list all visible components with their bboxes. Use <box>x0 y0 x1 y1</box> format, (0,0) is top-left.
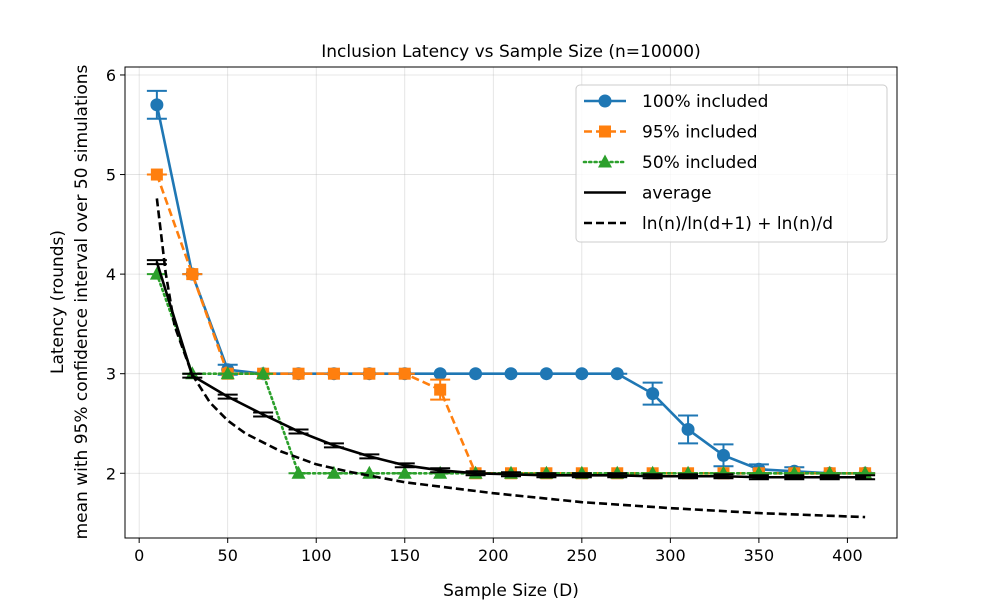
data-point <box>433 367 447 381</box>
legend-label: ln(n)/ln(d+1) + ln(n)/d <box>642 214 833 234</box>
data-point <box>186 268 199 281</box>
data-point <box>291 465 306 479</box>
legend-item-0: 100% included <box>584 92 768 112</box>
data-point <box>469 367 483 381</box>
data-point <box>716 448 730 462</box>
legend-item-3: average <box>584 184 712 204</box>
y-axis-label-line1: Latency (rounds) <box>48 230 68 374</box>
data-point <box>504 367 518 381</box>
x-tick-label: 0 <box>134 546 144 565</box>
legend-label: 95% included <box>642 123 758 143</box>
data-point <box>646 387 660 401</box>
y-tick-label: 6 <box>106 66 116 85</box>
legend-label: 100% included <box>642 92 768 112</box>
series-layer <box>146 89 876 519</box>
x-tick-label: 300 <box>655 546 686 565</box>
legend-item-2: 50% included <box>582 153 758 173</box>
x-tick-label: 350 <box>744 546 775 565</box>
series-4 <box>155 198 866 519</box>
y-axis-label-line2: mean with 95% confidence interval over 5… <box>72 64 92 539</box>
x-tick-label: 200 <box>478 546 509 565</box>
y-tick-label: 2 <box>106 464 116 483</box>
data-point <box>292 367 305 380</box>
data-point <box>434 383 447 396</box>
data-point <box>397 465 412 479</box>
series-line <box>155 198 866 519</box>
data-point <box>327 367 340 380</box>
series-3 <box>146 259 876 481</box>
data-point <box>610 367 624 381</box>
legend-label: average <box>642 184 712 204</box>
x-tick-label: 250 <box>567 546 598 565</box>
x-axis-label: Sample Size (D) <box>443 581 579 601</box>
x-tick-label: 150 <box>389 546 420 565</box>
data-point <box>575 367 589 381</box>
legend-swatch-marker <box>598 94 612 108</box>
data-point <box>363 367 376 380</box>
data-point <box>398 367 411 380</box>
x-tick-label: 50 <box>218 546 238 565</box>
data-point <box>539 367 553 381</box>
x-tick-label: 100 <box>301 546 332 565</box>
legend-label: 50% included <box>642 153 758 173</box>
legend-swatch-marker <box>599 125 611 138</box>
y-tick-label: 5 <box>106 166 116 185</box>
x-tick-label: 400 <box>832 546 863 565</box>
data-point <box>326 465 341 479</box>
chart-title: Inclusion Latency vs Sample Size (n=1000… <box>321 42 701 62</box>
legend-item-1: 95% included <box>584 123 758 143</box>
data-point <box>150 168 163 181</box>
legend-swatch-marker <box>598 154 612 168</box>
legend-item-4: ln(n)/ln(d+1) + ln(n)/d <box>584 214 833 234</box>
axes: 0 50 100 150 200 250 300 350 400 2 3 4 5 6 <box>106 66 863 565</box>
y-tick-label: 4 <box>106 265 116 284</box>
plot-area-frame <box>124 66 898 539</box>
legend-box <box>575 84 888 243</box>
data-point <box>150 98 164 112</box>
data-point <box>220 366 235 380</box>
legend: 100% included 95% included 50% included ave… <box>575 84 888 243</box>
data-point <box>256 366 271 380</box>
y-tick-label: 3 <box>106 365 116 384</box>
data-point <box>681 422 695 436</box>
